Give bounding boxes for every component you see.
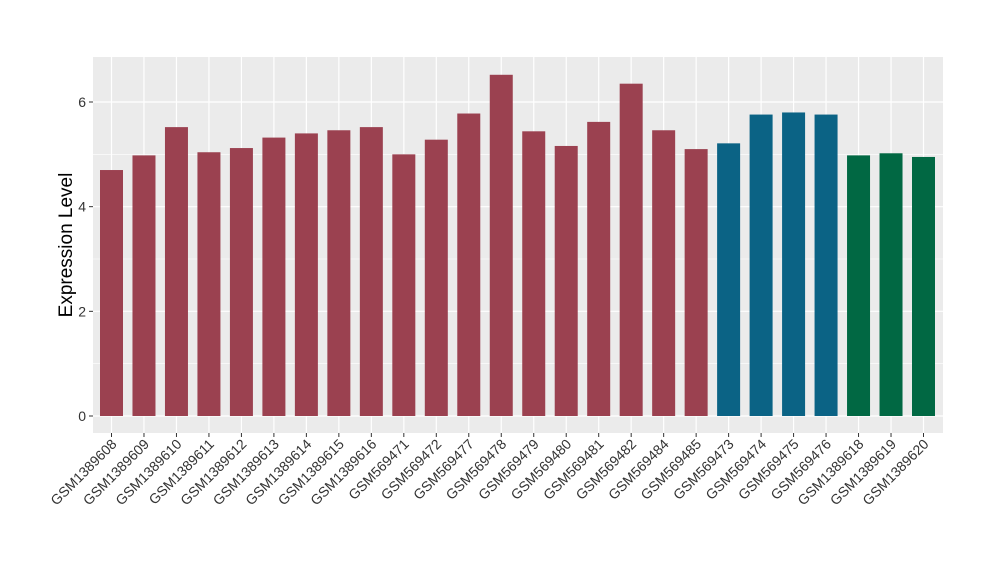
bar-GSM569482 — [619, 83, 643, 416]
bar-GSM1389614 — [294, 133, 318, 416]
bar-GSM1389619 — [879, 153, 903, 416]
bar-GSM569481 — [587, 121, 611, 417]
y-axis-title: Expression Level — [56, 173, 77, 318]
bar-GSM569472 — [424, 139, 448, 416]
bar-GSM1389609 — [132, 155, 156, 416]
bar-GSM569480 — [554, 145, 578, 416]
x-axis: GSM1389608GSM1389609GSM1389610GSM1389611… — [47, 433, 932, 508]
bar-GSM1389616 — [359, 127, 383, 417]
bar-GSM569479 — [522, 131, 546, 416]
bar-GSM1389611 — [197, 152, 221, 417]
bar-GSM569477 — [457, 113, 481, 416]
y-tick-label: 2 — [78, 303, 86, 319]
bar-GSM569473 — [717, 143, 741, 417]
bar-GSM569475 — [782, 112, 806, 416]
bar-GSM1389620 — [912, 156, 935, 416]
bar-GSM569485 — [684, 149, 708, 416]
y-tick-label: 0 — [78, 408, 86, 424]
bar-GSM1389608 — [100, 170, 123, 416]
bar-GSM569478 — [489, 74, 513, 416]
bar-GSM569484 — [652, 130, 676, 416]
y-tick-label: 4 — [78, 199, 86, 215]
y-axis: 0 2 4 6 — [78, 94, 93, 424]
bar-GSM1389612 — [229, 148, 253, 416]
bar-GSM569476 — [814, 114, 838, 416]
y-tick-label: 6 — [78, 94, 86, 110]
bar-GSM569471 — [392, 154, 416, 417]
bars — [100, 74, 935, 417]
bar-GSM1389615 — [327, 130, 351, 416]
bar-GSM1389618 — [847, 155, 871, 416]
bar-GSM569474 — [749, 114, 773, 416]
bar-GSM1389613 — [262, 137, 286, 416]
bar-GSM1389610 — [164, 127, 188, 417]
